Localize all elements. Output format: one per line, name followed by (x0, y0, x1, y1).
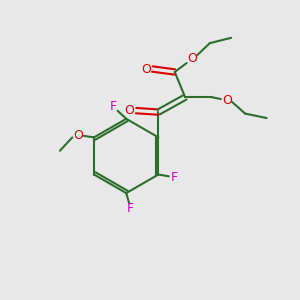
Text: O: O (124, 104, 134, 117)
Text: F: F (171, 171, 178, 184)
Text: O: O (141, 62, 151, 76)
Text: F: F (109, 100, 116, 113)
Text: O: O (188, 52, 197, 65)
Text: F: F (127, 202, 134, 215)
Text: O: O (73, 129, 82, 142)
Text: O: O (222, 94, 232, 107)
